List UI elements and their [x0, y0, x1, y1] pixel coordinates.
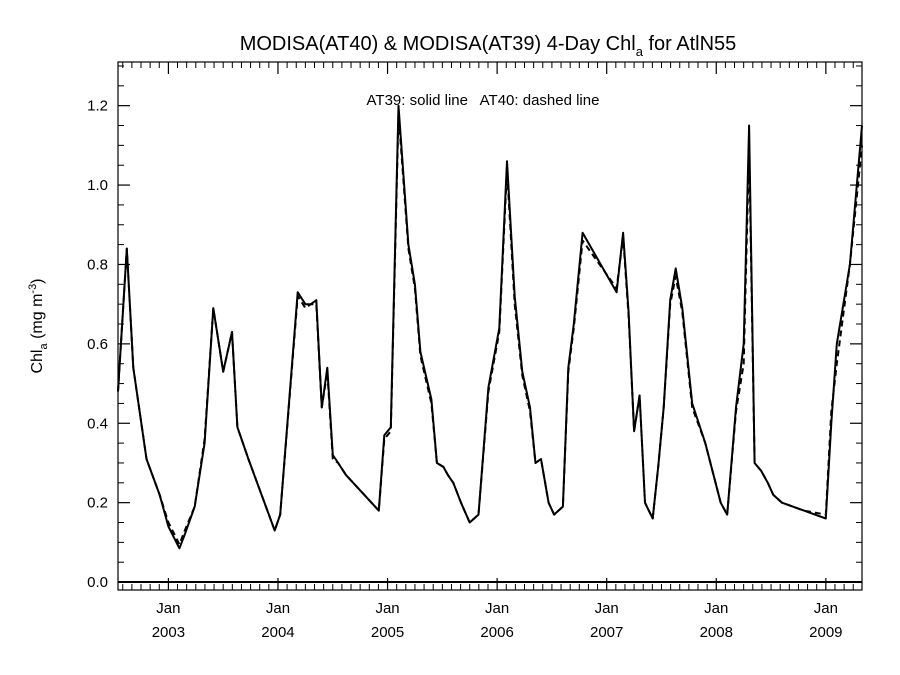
y-tick-label: 0.4 [87, 415, 108, 432]
y-axis: 0.0 0.2 0.4 0.6 0.8 1.0 1.2 [87, 65, 862, 591]
y-axis-label-superscript: -3 [27, 284, 39, 294]
x-tick-month-label: Jan [375, 600, 399, 617]
chart-title-suffix: for AtlN55 [643, 33, 736, 55]
x-tick-year-label: 2005 [371, 624, 404, 641]
y-axis-label-main: Chl [29, 350, 46, 374]
y-tick-label: 1.0 [87, 177, 108, 194]
y-axis-label: Chla (mg m-3) [27, 278, 50, 373]
x-tick-year-label: 2007 [590, 624, 623, 641]
line-style-annotation: AT39: solid line AT40: dashed line [367, 92, 600, 109]
x-tick-month-label: Jan [485, 600, 509, 617]
x-axis: Jan 2003 Jan 2004 Jan 2005 Jan 2006 Jan 2007 Jan 20… [122, 62, 854, 641]
chart-title: MODISA(AT40) & MODISA(AT39) 4-Day Chla f… [240, 33, 737, 59]
plot-frame [117, 61, 863, 591]
x-tick-month-label: Jan [266, 600, 290, 617]
series-line-at40 [117, 112, 863, 546]
chart-title-main: MODISA(AT40) & MODISA(AT39) 4-Day Chl [240, 33, 636, 55]
y-tick-label: 0.6 [87, 336, 108, 353]
x-tick-month-label: Jan [595, 600, 619, 617]
x-tick-month-label: Jan [814, 600, 838, 617]
y-axis-label-units: (mg m [29, 294, 46, 344]
y-axis-label-close: ) [29, 278, 46, 283]
x-tick-year-label: 2004 [261, 624, 294, 641]
y-tick-label: 0.0 [87, 574, 108, 591]
y-axis-label-subscript: a [38, 343, 50, 350]
y-tick-label: 0.2 [87, 495, 108, 512]
y-tick-label: 0.8 [87, 256, 108, 273]
y-tick-label: 1.2 [87, 98, 108, 115]
x-tick-month-label: Jan [156, 600, 180, 617]
x-tick-month-label: Jan [704, 600, 728, 617]
x-tick-year-label: 2006 [480, 624, 513, 641]
x-tick-year-label: 2003 [152, 624, 185, 641]
series-layer [117, 104, 863, 550]
x-tick-year-label: 2008 [700, 624, 733, 641]
x-tick-year-label: 2009 [809, 624, 842, 641]
chart-title-subscript: a [636, 44, 644, 59]
